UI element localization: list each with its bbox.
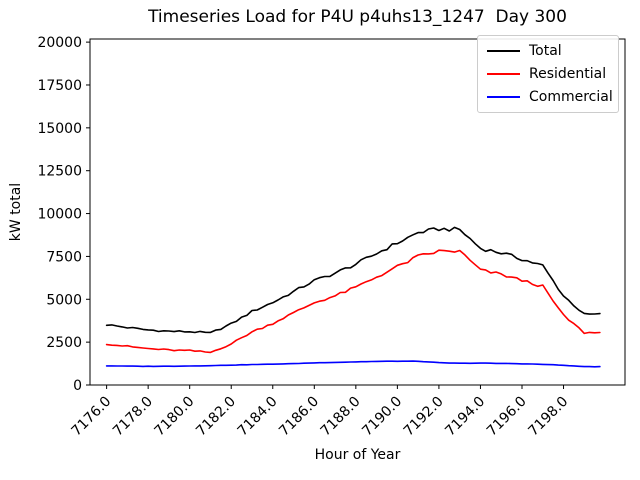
x-axis-label: Hour of Year — [314, 447, 401, 463]
line-residential — [105, 249, 601, 354]
x-tick-label: 7194.0 — [442, 394, 488, 440]
x-tick-label: 7180.0 — [152, 394, 198, 440]
x-tick-label: 7184.0 — [235, 394, 281, 440]
y-tick-label: 5000 — [46, 292, 82, 308]
line-total — [105, 226, 601, 334]
y-tick-label: 12500 — [37, 164, 82, 180]
y-tick-label: 17500 — [37, 78, 82, 94]
legend-item-total: Total — [487, 42, 609, 60]
x-tick-label: 7196.0 — [484, 394, 530, 440]
x-tick-label: 7192.0 — [401, 394, 447, 440]
x-tick-label: 7182.0 — [193, 394, 239, 440]
legend-label: Residential — [529, 66, 607, 82]
x-tick-label: 7190.0 — [359, 394, 405, 440]
y-tick-label: 0 — [73, 378, 82, 394]
x-tick-label: 7176.0 — [68, 394, 114, 440]
plot-border — [89, 38, 626, 386]
y-tick-label: 7500 — [46, 249, 82, 265]
x-tick-label: 7188.0 — [318, 394, 364, 440]
x-tick-label: 7198.0 — [525, 394, 571, 440]
legend-line-swatch — [487, 96, 520, 98]
legend: Total Residential Commercial — [477, 35, 619, 113]
legend-label: Total — [529, 43, 562, 59]
legend-item-residential: Residential — [487, 65, 609, 83]
y-tick-label: 10000 — [37, 207, 82, 223]
y-tick-label: 20000 — [37, 35, 82, 51]
legend-label: Commercial — [529, 89, 613, 105]
y-tick-label: 2500 — [46, 335, 82, 351]
chart-title: Timeseries Load for P4U p4uhs13_1247 Day… — [148, 7, 567, 27]
legend-line-swatch — [487, 50, 520, 52]
legend-item-commercial: Commercial — [487, 88, 613, 106]
line-commercial — [105, 360, 601, 368]
legend-line-swatch — [487, 73, 520, 75]
y-tick-label: 15000 — [37, 121, 82, 137]
x-tick-label: 7186.0 — [276, 394, 322, 440]
y-axis-label: kW total — [8, 182, 24, 242]
x-tick-label: 7178.0 — [110, 394, 156, 440]
